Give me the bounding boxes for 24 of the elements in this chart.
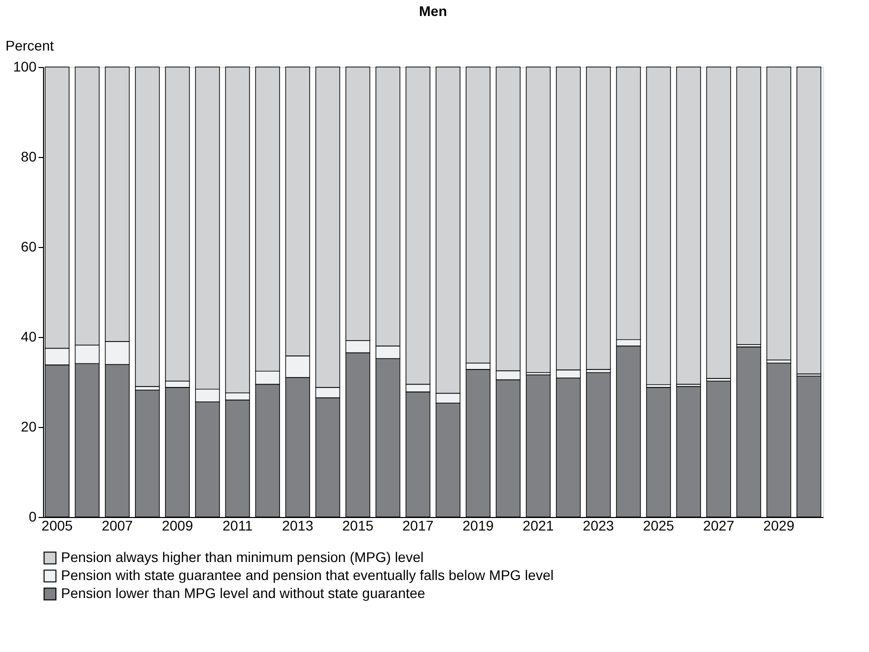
legend-label: Pension lower than MPG level and without state guarantee bbox=[61, 585, 426, 601]
x-tick-label: 2015 bbox=[342, 518, 374, 534]
y-tick-label: 80 bbox=[20, 148, 37, 164]
y-axis-title: Percent bbox=[6, 38, 54, 54]
x-tick-label: 2029 bbox=[763, 518, 795, 534]
x-tick-label: 2013 bbox=[282, 518, 314, 534]
x-tick-label: 2027 bbox=[703, 518, 734, 534]
y-tick-label: 100 bbox=[13, 58, 37, 74]
legend-label: Pension always higher than minimum pension (MPG) level bbox=[61, 549, 424, 565]
x-tick-label: 2021 bbox=[522, 518, 554, 534]
chart-title: Men bbox=[419, 3, 447, 19]
x-tick-label: 2017 bbox=[402, 518, 434, 534]
x-tick-label: 2007 bbox=[102, 518, 134, 534]
legend-label: Pension with state guarantee and pension that eventually falls below MPG level bbox=[61, 567, 554, 583]
x-tick-label: 2023 bbox=[582, 518, 614, 534]
y-tick-label: 60 bbox=[20, 238, 37, 254]
y-tick-label: 0 bbox=[28, 508, 37, 524]
x-tick-label: 2025 bbox=[642, 518, 674, 534]
x-tick-label: 2011 bbox=[222, 518, 253, 534]
x-tick-label: 2019 bbox=[462, 518, 494, 534]
x-tick-label: 2005 bbox=[42, 518, 73, 534]
x-tick-label: 2009 bbox=[162, 518, 194, 534]
y-tick-label: 40 bbox=[20, 328, 37, 344]
y-tick-label: 20 bbox=[20, 418, 37, 434]
